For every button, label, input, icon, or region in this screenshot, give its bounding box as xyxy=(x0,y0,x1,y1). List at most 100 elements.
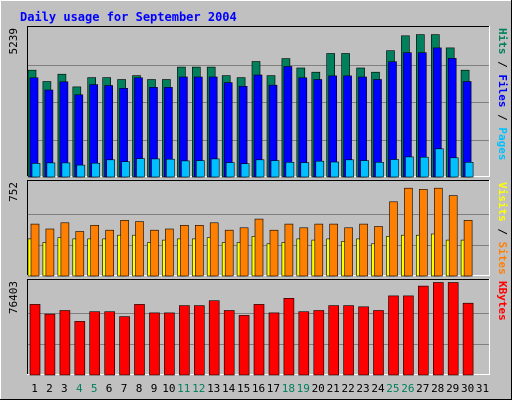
legend-part-1: / xyxy=(496,55,509,75)
x-tick-label: 21 xyxy=(327,382,340,395)
bar-kbytes-day-19 xyxy=(298,311,310,376)
bar-pages-day-18 xyxy=(285,162,295,178)
bar-kbytes-day-20 xyxy=(313,310,325,376)
x-tick-label: 11 xyxy=(177,382,190,395)
right-legend: KBytes xyxy=(496,281,509,321)
bar-kbytes-day-25 xyxy=(388,295,399,376)
bar-sites-day-28 xyxy=(433,187,443,277)
bar-sites-day-13 xyxy=(209,222,219,277)
bar-sites-day-19 xyxy=(299,227,309,277)
bar-pages-day-25 xyxy=(390,159,399,178)
bar-kbytes-day-15 xyxy=(238,315,250,376)
bar-pages-day-1 xyxy=(31,163,41,178)
x-tick-label: 7 xyxy=(121,382,128,395)
x-tick-label: 2 xyxy=(46,382,53,395)
x-tick-label: 19 xyxy=(297,382,310,395)
right-legend: Visits / Sites xyxy=(496,182,509,275)
bar-sites-day-5 xyxy=(90,225,99,277)
bar-sites-day-24 xyxy=(374,226,383,277)
series-kbytes xyxy=(29,282,474,376)
bar-sites-day-23 xyxy=(359,223,368,277)
legend-part-0: Visits xyxy=(496,182,509,222)
bar-sites-day-6 xyxy=(105,229,114,277)
bar-sites-day-30 xyxy=(463,220,473,277)
y-max-label: 5239 xyxy=(7,28,20,55)
x-tick-label: 20 xyxy=(312,382,325,395)
x-tick-label: 23 xyxy=(356,382,369,395)
x-tick-label: 10 xyxy=(162,382,175,395)
bar-pages-day-5 xyxy=(91,162,100,178)
bar-sites-day-27 xyxy=(418,189,428,277)
bar-pages-day-8 xyxy=(136,158,145,178)
bar-sites-day-8 xyxy=(135,221,144,277)
bar-sites-day-7 xyxy=(120,220,129,277)
bar-kbytes-day-24 xyxy=(373,310,384,376)
panel-visits-sites: 752 Visits / Sites xyxy=(7,180,509,277)
bar-sites-day-16 xyxy=(254,218,264,277)
x-axis-ticks: 1 2 3 4 5 6 7 8 9 10 11 12 13 14 15 16 17 18 19 20 21 22 23 24 2… xyxy=(31,382,489,395)
bar-pages-day-20 xyxy=(315,160,325,178)
x-tick-label: 12 xyxy=(192,382,205,395)
bar-sites-day-10 xyxy=(165,228,174,277)
bar-sites-day-11 xyxy=(180,225,189,277)
bar-pages-day-23 xyxy=(360,160,369,178)
x-tick-label: 27 xyxy=(416,382,429,395)
bar-kbytes-day-23 xyxy=(358,306,369,376)
bar-pages-day-4 xyxy=(76,164,86,178)
bar-pages-day-9 xyxy=(151,158,160,178)
legend-part-3: / xyxy=(496,108,509,128)
bar-pages-day-19 xyxy=(300,162,310,178)
bar-pages-day-12 xyxy=(196,160,205,178)
bar-pages-day-7 xyxy=(121,161,130,178)
bar-kbytes-day-21 xyxy=(328,305,340,376)
series-pages xyxy=(31,148,474,178)
y-max-label: 76403 xyxy=(7,281,20,314)
right-legend: Hits / Files / Pages xyxy=(496,28,509,161)
bar-kbytes-day-9 xyxy=(149,312,160,376)
bar-files-day-1 xyxy=(29,77,39,178)
bar-sites-day-22 xyxy=(344,227,353,277)
bar-kbytes-day-4 xyxy=(74,321,86,376)
bar-kbytes-day-27 xyxy=(417,285,429,376)
legend-part-0: KBytes xyxy=(496,281,509,321)
x-tick-label: 4 xyxy=(76,382,83,395)
bar-sites-day-14 xyxy=(224,229,234,277)
panel-hits-files-pages: 5239 Hits / Files / Pages xyxy=(7,26,509,178)
chart-title: Daily usage for September 2004 xyxy=(20,10,237,24)
bar-pages-day-14 xyxy=(225,162,235,178)
bar-files-day-19 xyxy=(298,77,308,178)
bar-kbytes-day-8 xyxy=(134,304,145,376)
bar-kbytes-day-5 xyxy=(89,311,100,376)
bar-sites-day-29 xyxy=(448,195,458,277)
bar-pages-day-17 xyxy=(270,160,280,178)
bar-sites-day-4 xyxy=(75,231,85,277)
bar-sites-day-3 xyxy=(60,222,70,277)
bar-pages-day-3 xyxy=(61,162,71,178)
bar-sites-day-15 xyxy=(239,227,249,277)
bar-sites-day-17 xyxy=(269,229,279,277)
x-tick-label: 9 xyxy=(151,382,158,395)
bar-kbytes-day-2 xyxy=(44,313,56,376)
legend-part-2: Files xyxy=(496,74,509,107)
bar-kbytes-day-11 xyxy=(179,305,190,376)
panel-kbytes: 76403 KBytes xyxy=(7,279,509,376)
bar-files-day-15 xyxy=(238,86,248,178)
bar-kbytes-day-17 xyxy=(268,312,280,376)
bar-kbytes-day-1 xyxy=(29,304,41,376)
bar-pages-day-27 xyxy=(419,156,429,178)
x-tick-label: 24 xyxy=(371,382,385,395)
x-tick-label: 14 xyxy=(222,382,236,395)
x-tick-label: 18 xyxy=(282,382,295,395)
bar-kbytes-day-14 xyxy=(223,310,235,376)
x-tick-label: 15 xyxy=(237,382,250,395)
series-sites xyxy=(30,187,473,277)
bar-kbytes-day-3 xyxy=(59,310,71,376)
bar-sites-day-1 xyxy=(30,223,40,277)
bar-sites-day-2 xyxy=(45,228,55,277)
bar-files-day-4 xyxy=(74,94,84,178)
panels: 5239 Hits / Files / Pages 752 Visits / Site… xyxy=(7,26,509,376)
bar-kbytes-day-10 xyxy=(164,312,175,376)
x-tick-label: 8 xyxy=(136,382,143,395)
x-tick-label: 28 xyxy=(431,382,444,395)
